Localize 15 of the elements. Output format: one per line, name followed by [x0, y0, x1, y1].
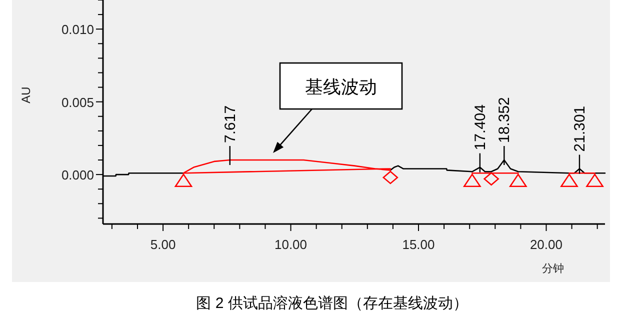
annotation: 基线波动: [305, 77, 377, 97]
x-tick-label: 5.00: [150, 237, 176, 252]
x-tick-label: 20.00: [530, 237, 563, 252]
y-tick-label: 0.010: [61, 22, 94, 38]
x-tick-label: 10.00: [274, 237, 308, 252]
annotation: 7.617: [222, 105, 239, 143]
x-tick-label: 15.00: [402, 237, 435, 252]
x-axis-title: 分钟: [542, 263, 564, 275]
y-tick-label: 0.005: [61, 94, 94, 110]
y-tick-label: 0.000: [61, 168, 94, 183]
text: 图 2 供试品溶液色谱图（存在基线波动）: [196, 295, 468, 312]
annotation: 21.301: [571, 106, 588, 152]
y-axis-title: AU: [19, 86, 33, 104]
annotation: 18.352: [496, 97, 514, 143]
annotation: 17.404: [472, 104, 489, 150]
